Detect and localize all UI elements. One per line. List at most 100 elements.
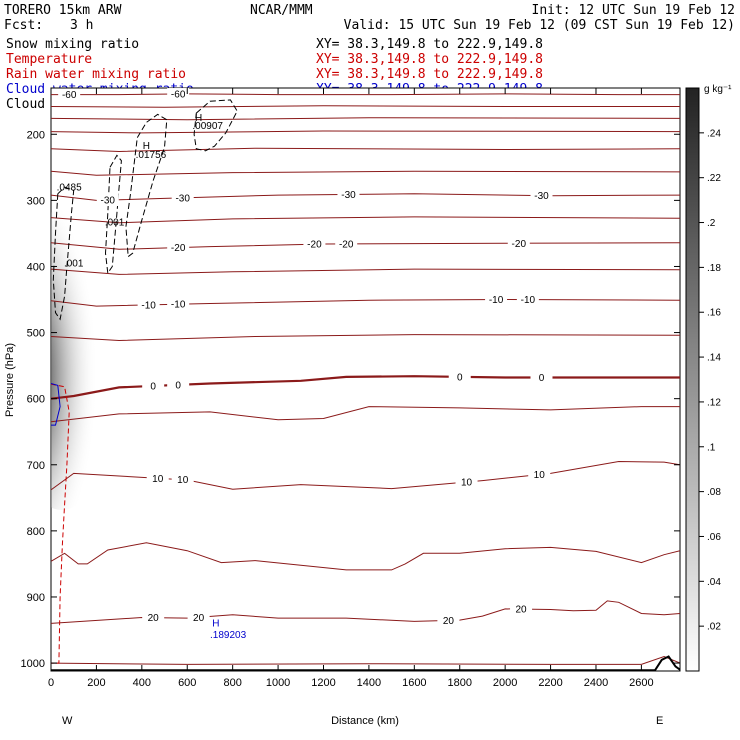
y-tick-label: 1000 bbox=[21, 658, 45, 670]
contour-label: -20 bbox=[171, 243, 186, 254]
maximum-label: .01756 bbox=[136, 150, 167, 161]
forecast-value: 3 h bbox=[70, 18, 93, 33]
temperature-contour bbox=[51, 334, 680, 342]
maximum-label: .001 bbox=[64, 258, 84, 269]
colorbar-tick-label: .16 bbox=[707, 308, 721, 319]
contour-label-bg bbox=[510, 603, 533, 616]
model-title: TORERO 15km ARW bbox=[4, 3, 122, 18]
contour-label: -10 bbox=[171, 300, 186, 311]
temperature-contour bbox=[51, 406, 680, 423]
contour-label: -30 bbox=[341, 190, 356, 201]
temperature-contour bbox=[51, 147, 680, 153]
contour-label-bg bbox=[58, 88, 81, 101]
contour-label: 20 bbox=[443, 616, 455, 627]
contour-label: -30 bbox=[175, 193, 190, 204]
temperature-contour bbox=[51, 655, 680, 665]
cloud-water-max-marker: H bbox=[212, 619, 219, 630]
y-tick-label: 800 bbox=[27, 526, 45, 538]
contour-label-bg bbox=[528, 468, 551, 481]
field-xy: XY= 38.3,149.8 to 222.9,149.8 bbox=[316, 67, 543, 82]
maximum-label: .0485 bbox=[57, 182, 82, 193]
y-tick-label: 500 bbox=[27, 328, 45, 340]
contour-label-bg bbox=[96, 194, 119, 207]
valid-time: Valid: 15 UTC Sun 19 Feb 12 (09 CST Sun … bbox=[344, 18, 735, 33]
temperature-contour bbox=[51, 130, 680, 134]
temperature-contour bbox=[51, 600, 680, 624]
x-tick-label: 1200 bbox=[311, 677, 335, 689]
contour-label-bg bbox=[167, 88, 190, 101]
contour-label: -20 bbox=[339, 239, 354, 250]
colorbar-tick-label: .24 bbox=[707, 128, 721, 139]
colorbar-tick-label: .18 bbox=[707, 263, 721, 274]
snow-contour bbox=[52, 186, 75, 321]
cloud-water-max-label: .189203 bbox=[210, 630, 247, 641]
contour-label: 10 bbox=[177, 475, 189, 486]
east-label: E bbox=[656, 715, 663, 727]
contour-label-bg bbox=[171, 191, 194, 204]
plot-frame bbox=[50, 87, 681, 672]
temperature-contour bbox=[51, 268, 680, 275]
contour-label-bg bbox=[142, 611, 165, 624]
contour-label-bg bbox=[303, 238, 326, 251]
contour-label: -10 bbox=[489, 295, 504, 306]
x-tick-label: 0 bbox=[48, 677, 54, 689]
contour-label-bg bbox=[335, 237, 358, 250]
colorbar-tick-label: .2 bbox=[707, 218, 716, 229]
contour-label: 20 bbox=[515, 605, 527, 616]
field-label: Rain water mixing ratio bbox=[6, 67, 186, 82]
maximum-label: H bbox=[143, 141, 150, 152]
contour-label: -60 bbox=[62, 90, 77, 101]
contour-label-bg bbox=[437, 614, 460, 627]
x-tick-label: 2200 bbox=[538, 677, 562, 689]
temperature-contour bbox=[51, 170, 680, 176]
x-tick-label: 2400 bbox=[584, 677, 608, 689]
contour-label-bg bbox=[167, 298, 190, 311]
contour-label: -10 bbox=[521, 295, 536, 306]
temperature-contours bbox=[51, 93, 680, 665]
x-axis-label: Distance (km) bbox=[331, 715, 399, 727]
contour-label: 0 bbox=[150, 381, 156, 392]
x-tick-label: 200 bbox=[87, 677, 105, 689]
forecast-label: Fcst: bbox=[4, 18, 43, 33]
init-time: Init: 12 UTC Sun 19 Feb 12 bbox=[532, 3, 736, 18]
temperature-contour bbox=[51, 460, 680, 491]
colorbar bbox=[685, 87, 700, 672]
x-tick-label: 1600 bbox=[402, 677, 426, 689]
snow-contour bbox=[193, 99, 238, 152]
field-xy: XY= 38.3,149.8 to 222.9,149.8 bbox=[316, 37, 543, 52]
contour-label-bg bbox=[530, 371, 553, 384]
contour-label: 0 bbox=[539, 373, 545, 384]
contour-label-bg bbox=[167, 378, 190, 391]
contour-label-bg bbox=[187, 611, 210, 624]
contour-label-bg bbox=[171, 473, 194, 486]
field-label: Snow mixing ratio bbox=[6, 37, 139, 52]
center-title: NCAR/MMM bbox=[250, 3, 313, 18]
contour-label: 20 bbox=[193, 613, 205, 624]
colorbar-tick-label: .1 bbox=[707, 442, 716, 453]
contour-label: -30 bbox=[101, 196, 116, 207]
contour-label: 0 bbox=[175, 380, 181, 391]
field-xy: XY= 38.3,149.8 to 222.9,149.8 bbox=[316, 52, 543, 67]
contour-label-bg bbox=[142, 379, 165, 392]
rain-contour bbox=[51, 383, 70, 664]
contour-label: 0 bbox=[457, 372, 463, 383]
contour-label-bg bbox=[146, 472, 169, 485]
contour-label-bg bbox=[530, 189, 553, 202]
contour-label: -20 bbox=[307, 240, 322, 251]
x-tick-label: 1400 bbox=[357, 677, 381, 689]
west-label: W bbox=[62, 715, 73, 727]
maximum-label: .00907 bbox=[192, 121, 223, 132]
snow-contour bbox=[104, 154, 122, 275]
colorbar-tick-label: .14 bbox=[707, 353, 721, 364]
contour-label-bg bbox=[337, 188, 360, 201]
contour-label-bg bbox=[485, 293, 508, 306]
temperature-contour bbox=[51, 216, 680, 224]
contour-label-bg bbox=[516, 293, 539, 306]
colorbar-tick-label: .02 bbox=[707, 622, 721, 633]
contour-label-bg bbox=[137, 298, 160, 311]
cloud-water-line bbox=[51, 383, 61, 426]
colorbar-tick-label: .12 bbox=[707, 397, 721, 408]
y-axis-label: Pressure (hPa) bbox=[4, 343, 16, 417]
